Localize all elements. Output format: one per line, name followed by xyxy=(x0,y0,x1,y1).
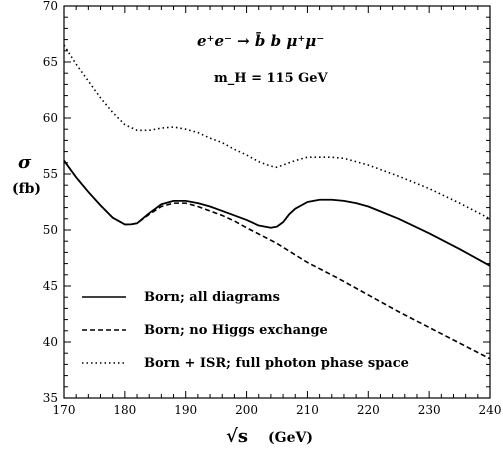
y-tick-label: 40 xyxy=(43,335,58,349)
y-tick-label: 50 xyxy=(43,223,58,237)
process-annotation: e⁺e⁻ → b̄ b μ⁺μ⁻ xyxy=(197,31,324,50)
plot-frame xyxy=(63,5,491,399)
x-tick-label: 220 xyxy=(357,403,380,417)
series-curves xyxy=(63,44,491,360)
axis-ticks xyxy=(63,5,491,399)
x-tick-labels: 170 180 190 200 210 220 230 240 xyxy=(53,403,502,417)
y-tick-label: 60 xyxy=(43,111,58,125)
x-tick-label: 200 xyxy=(235,403,258,417)
series-line-dotted xyxy=(63,44,491,220)
legend-label-born-all: Born; all diagrams xyxy=(144,290,280,305)
x-axis-title: √s xyxy=(226,426,248,447)
y-axis-unit: (fb) xyxy=(12,181,41,197)
x-tick-label: 190 xyxy=(174,403,197,417)
x-tick-label: 170 xyxy=(53,403,76,417)
x-tick-label: 230 xyxy=(418,403,441,417)
y-tick-label: 35 xyxy=(43,391,58,405)
y-axis-title: σ xyxy=(18,152,32,173)
legend: Born; all diagrams Born; no Higgs exchan… xyxy=(82,290,409,371)
higgs-mass-annotation: m_H = 115 GeV xyxy=(214,71,329,86)
series-line-solid xyxy=(63,160,491,267)
series-line-dashed xyxy=(63,160,491,360)
y-tick-label: 55 xyxy=(43,167,58,181)
x-tick-label: 240 xyxy=(479,403,502,417)
y-tick-label: 65 xyxy=(43,55,58,69)
y-tick-label: 70 xyxy=(43,0,58,13)
x-axis-unit: (GeV) xyxy=(268,430,313,446)
y-tick-label: 45 xyxy=(43,279,58,293)
legend-label-isr: Born + ISR; full photon phase space xyxy=(144,356,409,371)
y-tick-labels: 35 40 45 50 55 60 65 70 xyxy=(43,0,58,405)
legend-label-no-higgs: Born; no Higgs exchange xyxy=(144,323,328,338)
x-tick-label: 180 xyxy=(113,403,136,417)
x-tick-label: 210 xyxy=(296,403,319,417)
